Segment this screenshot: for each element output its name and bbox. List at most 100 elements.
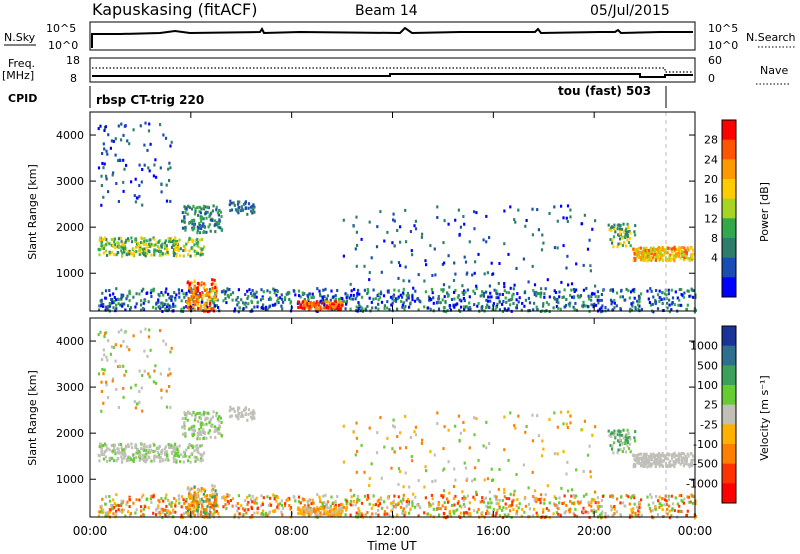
echo-cell — [219, 416, 222, 420]
echo-cell — [349, 282, 352, 286]
echo-cell — [490, 261, 493, 265]
echo-cell — [174, 442, 177, 446]
echo-cell — [654, 458, 657, 462]
echo-cell — [315, 512, 318, 516]
echo-cell — [210, 488, 213, 492]
echo-cell — [149, 244, 152, 248]
echo-cell — [159, 166, 162, 170]
echo-cell — [562, 450, 565, 454]
echo-cell — [251, 294, 254, 298]
echo-cell — [165, 389, 168, 393]
echo-cell — [379, 210, 382, 214]
echo-cell — [211, 297, 214, 301]
echo-cell — [458, 232, 461, 236]
echo-cell — [411, 298, 414, 302]
echo-cell — [173, 447, 176, 451]
echo-cell — [102, 251, 105, 255]
echo-cell — [685, 307, 688, 311]
echo-cell — [547, 302, 550, 306]
echo-cell — [572, 511, 575, 515]
echo-cell — [430, 493, 433, 497]
echo-cell — [450, 504, 454, 507]
echo-cell — [570, 494, 573, 498]
echo-cell — [134, 383, 137, 387]
echo-cell — [607, 429, 610, 433]
echo-cell — [303, 307, 306, 311]
echo-cell — [163, 452, 167, 456]
echo-cell — [655, 255, 658, 259]
echo-cell — [244, 293, 247, 296]
echo-cell — [614, 436, 617, 440]
echo-cell — [170, 444, 173, 448]
echo-cell — [332, 295, 335, 299]
echo-cell — [557, 507, 560, 511]
echo-cell — [106, 240, 109, 244]
echo-cell — [206, 310, 209, 314]
echo-cell — [545, 301, 548, 305]
echo-cell — [188, 488, 191, 492]
echo-cell — [653, 255, 657, 259]
echo-cell — [666, 457, 669, 461]
echo-cell — [390, 466, 393, 470]
echo-cell — [646, 465, 649, 469]
echo-cell — [140, 299, 143, 303]
echo-cell — [123, 302, 126, 306]
echo-cell — [618, 438, 621, 442]
echo-cell — [492, 272, 495, 276]
echo-cell — [431, 274, 434, 277]
echo-cell — [475, 211, 478, 215]
echo-cell — [383, 445, 386, 449]
echo-cell — [584, 304, 587, 308]
echo-cell — [380, 506, 384, 510]
echo-cell — [247, 408, 251, 412]
echo-cell — [320, 301, 324, 305]
echo-cell — [632, 247, 635, 251]
echo-cell — [474, 466, 477, 470]
echo-cell — [132, 128, 135, 132]
echo-cell — [190, 238, 193, 242]
echo-cell — [168, 240, 171, 244]
power-plot-area — [90, 112, 695, 311]
echo-cell — [132, 295, 135, 299]
echo-cell — [186, 301, 189, 304]
echo-cell — [170, 140, 173, 144]
echo-cell — [244, 407, 247, 411]
echo-cell — [142, 507, 145, 511]
echo-cell — [666, 306, 669, 310]
echo-cell — [532, 289, 535, 292]
echo-cell — [662, 248, 665, 251]
echo-cell — [166, 509, 169, 513]
echo-cell — [434, 273, 437, 277]
echo-cell — [193, 449, 196, 453]
echo-cell — [153, 248, 156, 252]
echo-cell — [201, 503, 204, 507]
y-tick-label: 1000 — [56, 267, 84, 280]
echo-cell — [620, 289, 623, 293]
echo-cell — [337, 307, 340, 311]
echo-cell — [152, 305, 155, 309]
echo-cell — [268, 510, 271, 514]
echo-cell — [489, 505, 492, 509]
echo-cell — [457, 208, 460, 212]
echo-cell — [161, 252, 164, 256]
echo-cell — [396, 297, 399, 301]
echo-cell — [458, 438, 461, 442]
echo-cell — [624, 229, 627, 233]
echo-cell — [139, 241, 143, 245]
y-tick-label: 4000 — [56, 335, 84, 348]
echo-cell — [187, 296, 190, 300]
echo-cell — [644, 253, 647, 257]
echo-cell — [683, 459, 686, 462]
echo-cell — [188, 301, 191, 305]
echo-cell — [213, 301, 216, 305]
echo-cell — [244, 206, 247, 210]
echo-cell — [176, 241, 179, 245]
echo-cell — [233, 203, 236, 207]
echo-cell — [570, 488, 574, 492]
echo-cell — [122, 364, 125, 368]
echo-cell — [409, 507, 412, 511]
echo-cell — [624, 298, 627, 302]
echo-cell — [267, 297, 271, 301]
echo-cell — [481, 293, 484, 297]
echo-cell — [406, 295, 409, 299]
